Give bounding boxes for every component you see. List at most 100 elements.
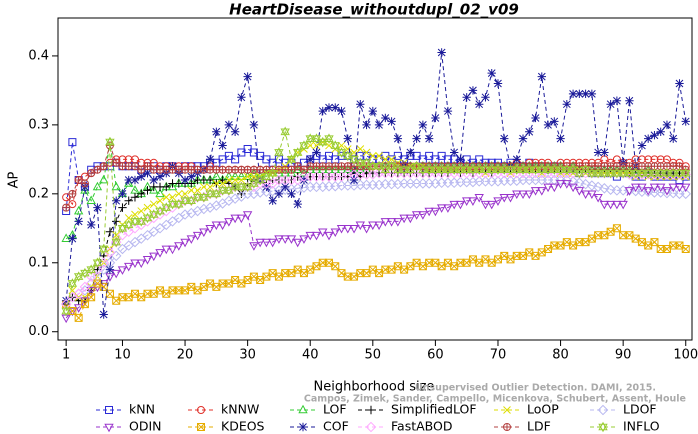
data-point	[480, 200, 491, 210]
data-point	[261, 238, 272, 248]
data-point	[599, 183, 610, 194]
data-point	[425, 151, 434, 160]
data-point	[192, 231, 203, 241]
data-point	[80, 172, 89, 181]
data-point	[199, 183, 208, 191]
data-point	[343, 134, 352, 143]
data-point	[468, 197, 478, 206]
data-point	[105, 265, 115, 274]
data-point	[299, 235, 309, 244]
data-point	[98, 280, 109, 289]
x-tick-label: 70	[490, 348, 507, 363]
data-point	[649, 167, 660, 179]
legend-label: kNN	[129, 402, 155, 417]
legend-label: COF	[323, 419, 349, 434]
data-point	[62, 203, 71, 212]
data-point	[118, 203, 127, 212]
data-point	[674, 183, 685, 193]
legend-marker	[365, 421, 377, 433]
data-point	[405, 214, 416, 224]
data-point	[605, 200, 616, 210]
data-point	[362, 148, 371, 157]
data-point	[299, 175, 309, 185]
data-point	[149, 175, 158, 185]
data-point	[67, 278, 78, 289]
data-point	[612, 96, 622, 105]
data-point	[669, 158, 678, 167]
data-point	[349, 175, 359, 185]
data-point	[593, 148, 603, 157]
data-point	[149, 200, 158, 209]
data-point	[375, 152, 383, 160]
data-point	[237, 93, 246, 102]
data-point	[386, 218, 397, 227]
data-point	[606, 158, 615, 167]
data-point	[330, 140, 340, 151]
data-point	[556, 134, 565, 143]
data-point	[567, 176, 579, 187]
data-point	[643, 167, 653, 179]
legend-marker	[503, 423, 512, 431]
data-point	[580, 178, 591, 190]
y-tick-label: 0.4	[28, 48, 49, 63]
data-point	[199, 228, 209, 237]
data-point	[643, 187, 653, 196]
data-point	[131, 210, 139, 219]
data-point	[630, 183, 641, 193]
data-point	[418, 211, 428, 220]
data-point	[368, 161, 378, 172]
data-point	[68, 200, 77, 209]
data-point	[487, 200, 497, 210]
data-point	[167, 198, 178, 210]
data-point	[674, 167, 685, 179]
data-point	[305, 231, 315, 241]
data-point	[262, 182, 271, 192]
y-axis-label: AP	[7, 171, 22, 188]
data-point	[99, 310, 108, 319]
data-point	[118, 155, 127, 164]
data-point	[231, 176, 239, 184]
data-point	[274, 189, 284, 199]
x-tick-label: 60	[427, 348, 444, 363]
data-point	[224, 120, 234, 130]
data-point	[456, 155, 465, 164]
data-point	[430, 207, 441, 217]
legend-marker	[503, 406, 511, 414]
data-point	[156, 196, 164, 205]
data-point	[331, 155, 340, 164]
data-point	[605, 167, 616, 179]
legend-label: LoOP	[527, 402, 559, 417]
data-point	[92, 181, 103, 191]
data-point	[530, 187, 541, 196]
data-point	[137, 189, 146, 199]
data-point	[637, 155, 646, 164]
data-point	[243, 172, 252, 181]
data-point	[562, 164, 572, 175]
data-point	[67, 307, 78, 317]
data-point	[618, 200, 628, 210]
y-tick-label: 0.2	[28, 186, 49, 201]
data-point	[475, 155, 484, 164]
data-point	[668, 167, 678, 179]
data-point	[643, 134, 653, 143]
data-point	[136, 216, 146, 227]
data-point	[267, 238, 278, 248]
data-point	[143, 158, 152, 167]
data-point	[198, 203, 210, 215]
data-point	[105, 289, 114, 298]
data-point	[336, 171, 347, 182]
data-point	[675, 79, 684, 88]
data-point	[594, 158, 603, 167]
data-point	[680, 188, 691, 200]
data-point	[393, 134, 403, 143]
data-point	[681, 183, 691, 193]
data-point	[681, 167, 691, 179]
data-point	[156, 162, 165, 171]
data-point	[237, 148, 246, 157]
x-tick-label: 50	[365, 348, 382, 363]
data-point	[74, 217, 83, 226]
data-point	[73, 304, 84, 313]
x-tick-label: 90	[615, 348, 632, 363]
data-point	[455, 164, 466, 175]
data-point	[80, 179, 89, 188]
